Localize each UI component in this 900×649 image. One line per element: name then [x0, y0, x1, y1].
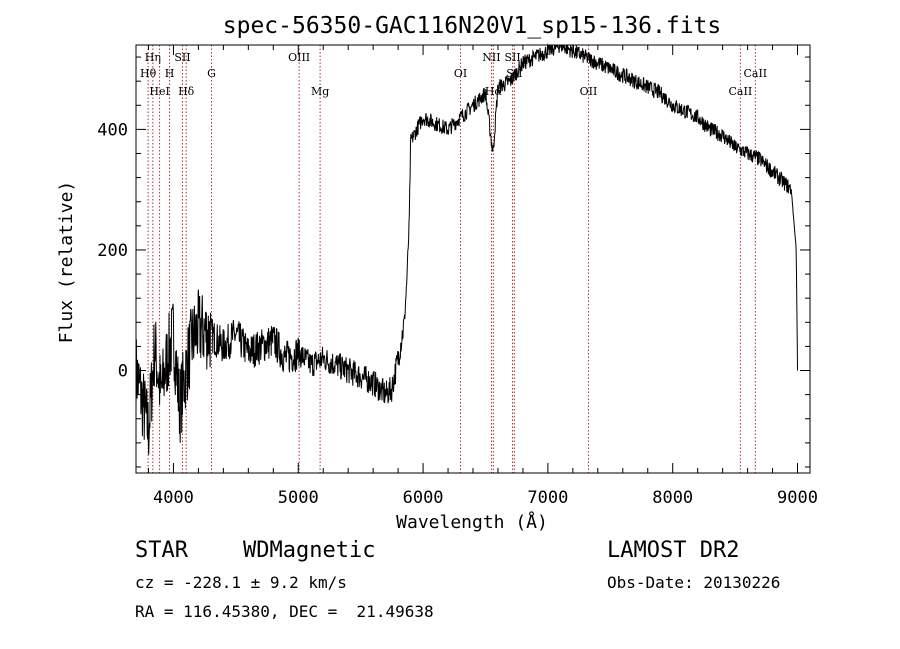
x-tick-label: 9000 [777, 488, 818, 508]
object-subclass: WDMagnetic [243, 538, 376, 563]
spectral-line-label: CaII [743, 67, 767, 80]
spectral-line-label: G [207, 67, 216, 80]
y-tick-label: 0 [118, 362, 128, 382]
spectral-line-label: Hη [145, 51, 161, 64]
plot-frame [135, 44, 811, 474]
x-tick-label: 6000 [403, 488, 444, 508]
spectral-line-label: OI [454, 67, 467, 80]
spectral-line-label: Mg [311, 85, 329, 98]
spectral-line-label: OIII [288, 51, 310, 64]
observation-date: Obs-Date: 20130226 [607, 573, 781, 592]
spectral-line-label: Hθ [140, 67, 157, 80]
x-tick-label: 7000 [527, 488, 568, 508]
x-tick-label: 8000 [652, 488, 693, 508]
x-tick-label: 5000 [278, 488, 319, 508]
x-axis-label: Wavelength (Å) [396, 511, 548, 533]
x-tick-label: 4000 [153, 488, 194, 508]
spectral-line-markers [147, 45, 756, 473]
spectral-line-label: HeI [149, 85, 169, 98]
y-tick-label: 200 [97, 241, 128, 261]
chart-title: spec-56350-GAC116N20V1_sp15-136.fits [223, 13, 722, 39]
axis-ticks: 4000 5000 6000 7000 8000 9000 0 200 400 [97, 45, 818, 508]
spectral-line-label: H [165, 67, 175, 80]
survey-name: LAMOST DR2 [607, 538, 740, 563]
object-class: STAR [135, 538, 188, 563]
spectral-line-label: SII [504, 51, 520, 64]
y-axis-label: Flux (relative) [56, 181, 77, 344]
sky-coordinates: RA = 116.45380, DEC = 21.49638 [135, 602, 434, 621]
spectral-line-label: SII [174, 51, 190, 64]
spectrum-line [135, 43, 798, 455]
y-tick-label: 400 [97, 120, 128, 140]
spectral-line-label: NII [482, 51, 500, 64]
redshift-velocity: cz = -228.1 ± 9.2 km/s [135, 573, 347, 592]
spectral-line-label: OII [580, 85, 598, 98]
spectral-line-label: Hδ [178, 85, 195, 98]
spectral-line-label: CaII [729, 85, 753, 98]
